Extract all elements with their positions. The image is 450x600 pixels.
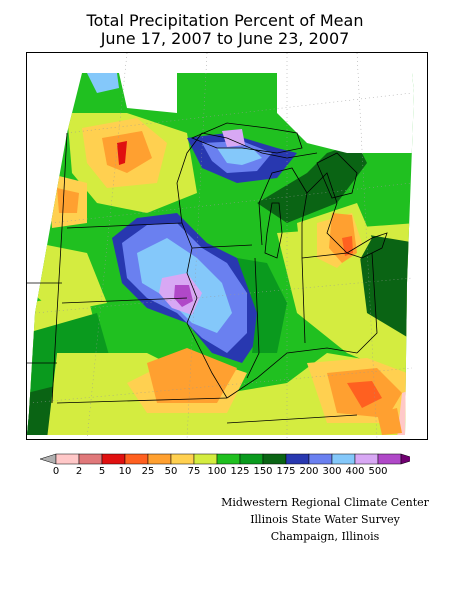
legend-tick-label: 150 <box>253 466 273 477</box>
legend-color-cell <box>170 453 195 465</box>
legend-color-cell <box>262 453 287 465</box>
legend-high-cap <box>400 453 410 465</box>
legend-tick-label: 500 <box>368 466 388 477</box>
legend-tick-label: 125 <box>230 466 250 477</box>
color-scale-legend <box>40 453 410 465</box>
legend-tick-label: 100 <box>207 466 227 477</box>
precipitation-map <box>26 52 428 440</box>
legend-color-cell <box>193 453 218 465</box>
legend-tick-label: 25 <box>141 466 155 477</box>
legend-tick-label: 400 <box>345 466 365 477</box>
legend-tick-label: 300 <box>322 466 342 477</box>
legend-tick-label: 75 <box>187 466 201 477</box>
legend-tick-label: 5 <box>98 466 106 477</box>
legend-color-cell <box>331 453 356 465</box>
legend-color-cell <box>101 453 126 465</box>
legend-color-cell <box>216 453 241 465</box>
state-boundaries <box>27 132 378 424</box>
map-graphic <box>27 53 427 439</box>
legend-color-cell <box>147 453 172 465</box>
legend-tick-label: 200 <box>299 466 319 477</box>
legend-color-cell <box>78 453 103 465</box>
legend-color-cell <box>55 453 80 465</box>
legend-tick-label: 0 <box>52 466 60 477</box>
legend-color-cell <box>377 453 402 465</box>
map-date-range: June 17, 2007 to June 23, 2007 <box>100 29 350 48</box>
legend-tick-label: 175 <box>276 466 296 477</box>
credit-line-1: Midwestern Regional Climate Center <box>221 496 429 509</box>
legend-color-cell <box>239 453 264 465</box>
credit-line-3: Champaign, Illinois <box>270 530 380 543</box>
legend-color-cell <box>124 453 149 465</box>
legend-tick-label: 50 <box>164 466 178 477</box>
map-title: Total Precipitation Percent of Mean <box>86 11 364 30</box>
legend-low-cap <box>40 453 57 465</box>
legend-tick-label: 10 <box>118 466 132 477</box>
legend-color-cell <box>308 453 333 465</box>
legend-tick-label: 2 <box>75 466 83 477</box>
graticule <box>28 53 413 439</box>
great-lakes-outline <box>190 122 388 259</box>
credit-line-2: Illinois State Water Survey <box>250 513 400 526</box>
legend-color-cell <box>285 453 310 465</box>
legend-color-cell <box>354 453 379 465</box>
